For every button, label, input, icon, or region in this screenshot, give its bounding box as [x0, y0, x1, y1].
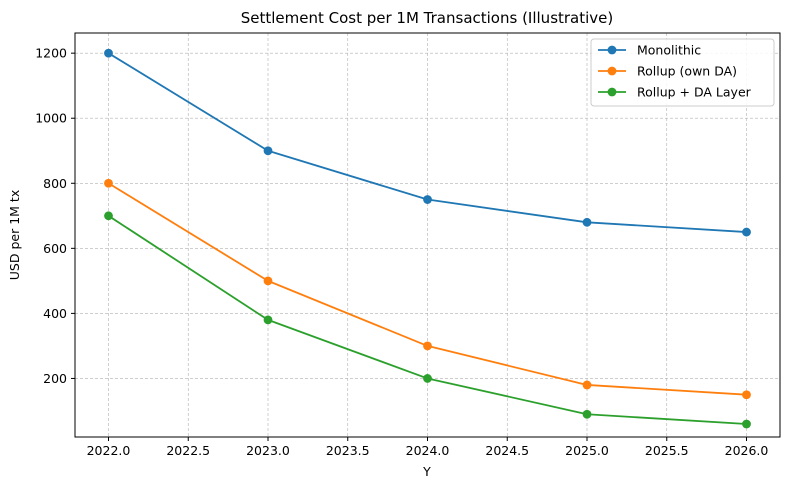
- legend: Monolithic Rollup (own DA) Rollup + DA Lay…: [590, 38, 775, 107]
- x-axis-title: Y: [422, 464, 431, 479]
- legend-swatch-marker-rollup-own-da: [607, 66, 617, 76]
- legend-swatch-marker-rollup-da-layer: [607, 87, 617, 97]
- data-point-rollup-da-layer: [263, 315, 273, 325]
- data-point-rollup-da-layer: [742, 419, 751, 429]
- y-tick-label: 1000: [35, 111, 67, 126]
- axis-ticks: 2022.0 2022.5 2023.0 2023.5 2024.0 2024.5 2025…: [35, 46, 768, 458]
- data-point-rollup-own-da: [423, 341, 432, 351]
- data-point-monolithic: [582, 217, 592, 227]
- y-tick-label: 800: [43, 176, 67, 191]
- legend-label-monolithic: Monolithic: [637, 43, 701, 58]
- data-point-monolithic: [104, 48, 113, 58]
- x-tick-label: 2025.0: [565, 443, 609, 458]
- data-point-rollup-da-layer: [423, 374, 432, 383]
- data-point-rollup-own-da: [263, 276, 273, 286]
- x-tick-label: 2022.0: [87, 443, 131, 458]
- x-tick-label: 2025.5: [645, 443, 689, 458]
- data-point-monolithic: [742, 227, 751, 237]
- x-tick-label: 2023.0: [246, 443, 290, 458]
- y-tick-label: 200: [43, 371, 67, 386]
- legend-label-rollup-da-layer: Rollup + DA Layer: [637, 85, 752, 100]
- legend-swatch-marker-monolithic: [607, 45, 617, 55]
- data-point-rollup-da-layer: [104, 211, 113, 221]
- y-tick-label: 1200: [35, 46, 67, 61]
- x-tick-label: 2024.0: [406, 443, 450, 458]
- x-tick-label: 2026.0: [725, 443, 769, 458]
- grid: [75, 33, 780, 437]
- legend-label-rollup-own-da: Rollup (own DA): [637, 64, 737, 79]
- series-group: [104, 48, 751, 429]
- data-point-monolithic: [423, 195, 432, 204]
- data-point-rollup-da-layer: [582, 409, 592, 419]
- y-axis-title: USD per 1M tx: [7, 190, 22, 280]
- x-tick-label: 2024.5: [485, 443, 529, 458]
- data-point-monolithic: [263, 146, 273, 156]
- y-tick-label: 600: [43, 241, 67, 256]
- data-point-rollup-own-da: [582, 380, 592, 390]
- chart-title: Settlement Cost per 1M Transactions (Ill…: [241, 9, 614, 27]
- x-tick-label: 2023.5: [326, 443, 370, 458]
- x-tick-label: 2022.5: [166, 443, 210, 458]
- data-point-rollup-own-da: [742, 390, 751, 400]
- legend-frame: [590, 38, 775, 107]
- y-tick-label: 400: [43, 306, 67, 321]
- data-point-rollup-own-da: [104, 178, 113, 188]
